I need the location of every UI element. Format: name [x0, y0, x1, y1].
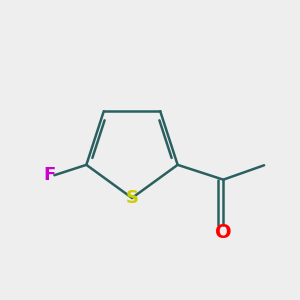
Text: F: F: [44, 166, 56, 184]
Text: O: O: [215, 223, 232, 242]
Text: S: S: [125, 189, 139, 207]
